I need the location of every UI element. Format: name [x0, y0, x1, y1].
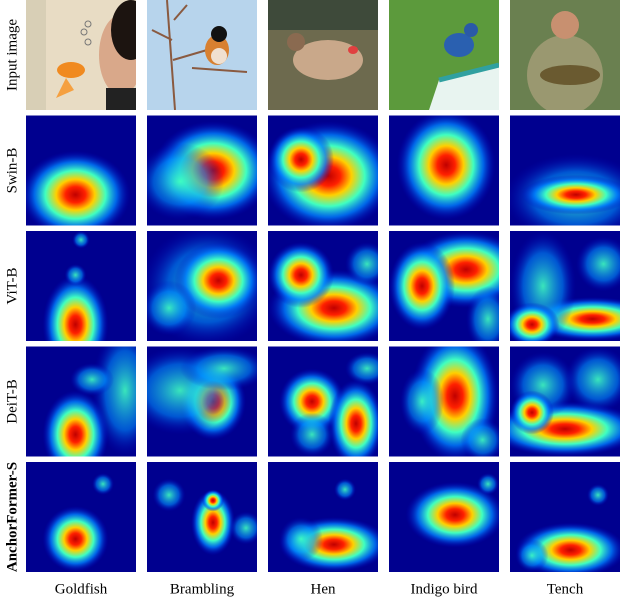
heat-blob: [64, 264, 87, 286]
heatmap: [268, 462, 378, 572]
column-label: Tench: [547, 581, 584, 597]
heat-blob: [229, 511, 257, 545]
heat-blob: [389, 242, 455, 330]
bubble: [84, 38, 92, 46]
column-label: Indigo bird: [410, 581, 478, 597]
heat-blob: [152, 478, 186, 512]
heat-blob: [334, 478, 356, 501]
row-label: AnchorFormer-S: [4, 462, 20, 572]
heat-blob: [191, 489, 235, 556]
sky: [147, 0, 257, 110]
heat-blob: [400, 368, 444, 435]
bird: [444, 33, 474, 57]
belly: [211, 48, 227, 64]
heat-blob: [202, 489, 224, 512]
head: [211, 26, 227, 42]
heat-blob: [328, 379, 378, 457]
input-image: [510, 0, 620, 110]
input-image: [389, 0, 499, 110]
hair: [111, 0, 136, 60]
edge: [438, 62, 499, 83]
heat-blob: [405, 481, 499, 548]
heat-blob: [345, 352, 378, 385]
heat-blob: [180, 346, 257, 391]
heatmap: [510, 462, 620, 572]
heat-blob: [70, 363, 114, 396]
tail: [56, 78, 74, 98]
bubble: [84, 20, 92, 28]
heat-blob: [279, 517, 323, 561]
head: [464, 23, 478, 37]
heatmap: [389, 231, 499, 341]
heatmap: [510, 231, 620, 341]
heatmap: [26, 462, 136, 572]
heat-blob: [466, 286, 499, 341]
heat-blob: [576, 236, 620, 292]
heat-blob: [521, 174, 620, 215]
heatmap: [510, 115, 620, 226]
wall: [26, 0, 46, 110]
heat-blob: [460, 418, 499, 457]
hen: [293, 40, 363, 80]
heatmap: [389, 346, 499, 457]
heatmap: [147, 346, 257, 457]
heat-blob: [26, 150, 131, 226]
head: [551, 11, 579, 39]
heat-blob: [92, 473, 114, 495]
heat-blob: [396, 115, 496, 220]
heat-blob: [587, 484, 609, 506]
heat-blob: [42, 390, 109, 457]
heatmap: [389, 462, 499, 572]
row-label: Input image: [4, 19, 20, 91]
row-label: Swin-B: [4, 148, 20, 194]
comb: [348, 46, 358, 54]
heat-blob: [147, 143, 224, 220]
heat-blob: [345, 242, 378, 286]
heat-blob: [515, 539, 549, 572]
heat-blob: [42, 506, 109, 572]
heat-blob: [279, 368, 345, 435]
input-image: [268, 0, 378, 110]
column-label: Goldfish: [55, 581, 108, 597]
input-image: [26, 0, 136, 110]
heatmap: [147, 231, 257, 341]
heatmap: [268, 115, 378, 226]
column-label: Hen: [311, 581, 336, 597]
henhead: [287, 33, 305, 51]
heatmap: [147, 462, 257, 572]
heat-blob: [268, 242, 334, 308]
heatmap: [26, 115, 136, 226]
heatmap: [26, 231, 136, 341]
column-label: Brambling: [170, 581, 235, 597]
heatmap: [147, 115, 257, 226]
branch: [151, 0, 248, 110]
bubble: [80, 28, 88, 36]
heat-blob: [268, 126, 334, 193]
input-image: [147, 0, 257, 110]
heat-blob: [510, 302, 560, 341]
heatmap: [268, 346, 378, 457]
row-label: ViT-B: [4, 268, 20, 305]
heatmap: [268, 231, 378, 341]
heat-blob: [510, 390, 554, 435]
heat-blob: [290, 412, 334, 457]
heatmap: [389, 115, 499, 226]
heat-blob: [147, 280, 197, 336]
fish: [540, 65, 600, 85]
heat-blob: [477, 473, 499, 495]
row-label: DeiT-B: [4, 379, 20, 423]
sign: [429, 65, 499, 110]
back: [268, 0, 378, 30]
heatmap: [26, 346, 136, 457]
fish: [57, 62, 85, 78]
heat-blob: [565, 346, 620, 413]
heatmap: [510, 346, 620, 457]
shirt: [106, 88, 136, 110]
heat-blob: [72, 231, 90, 249]
heat-blob: [42, 275, 109, 341]
